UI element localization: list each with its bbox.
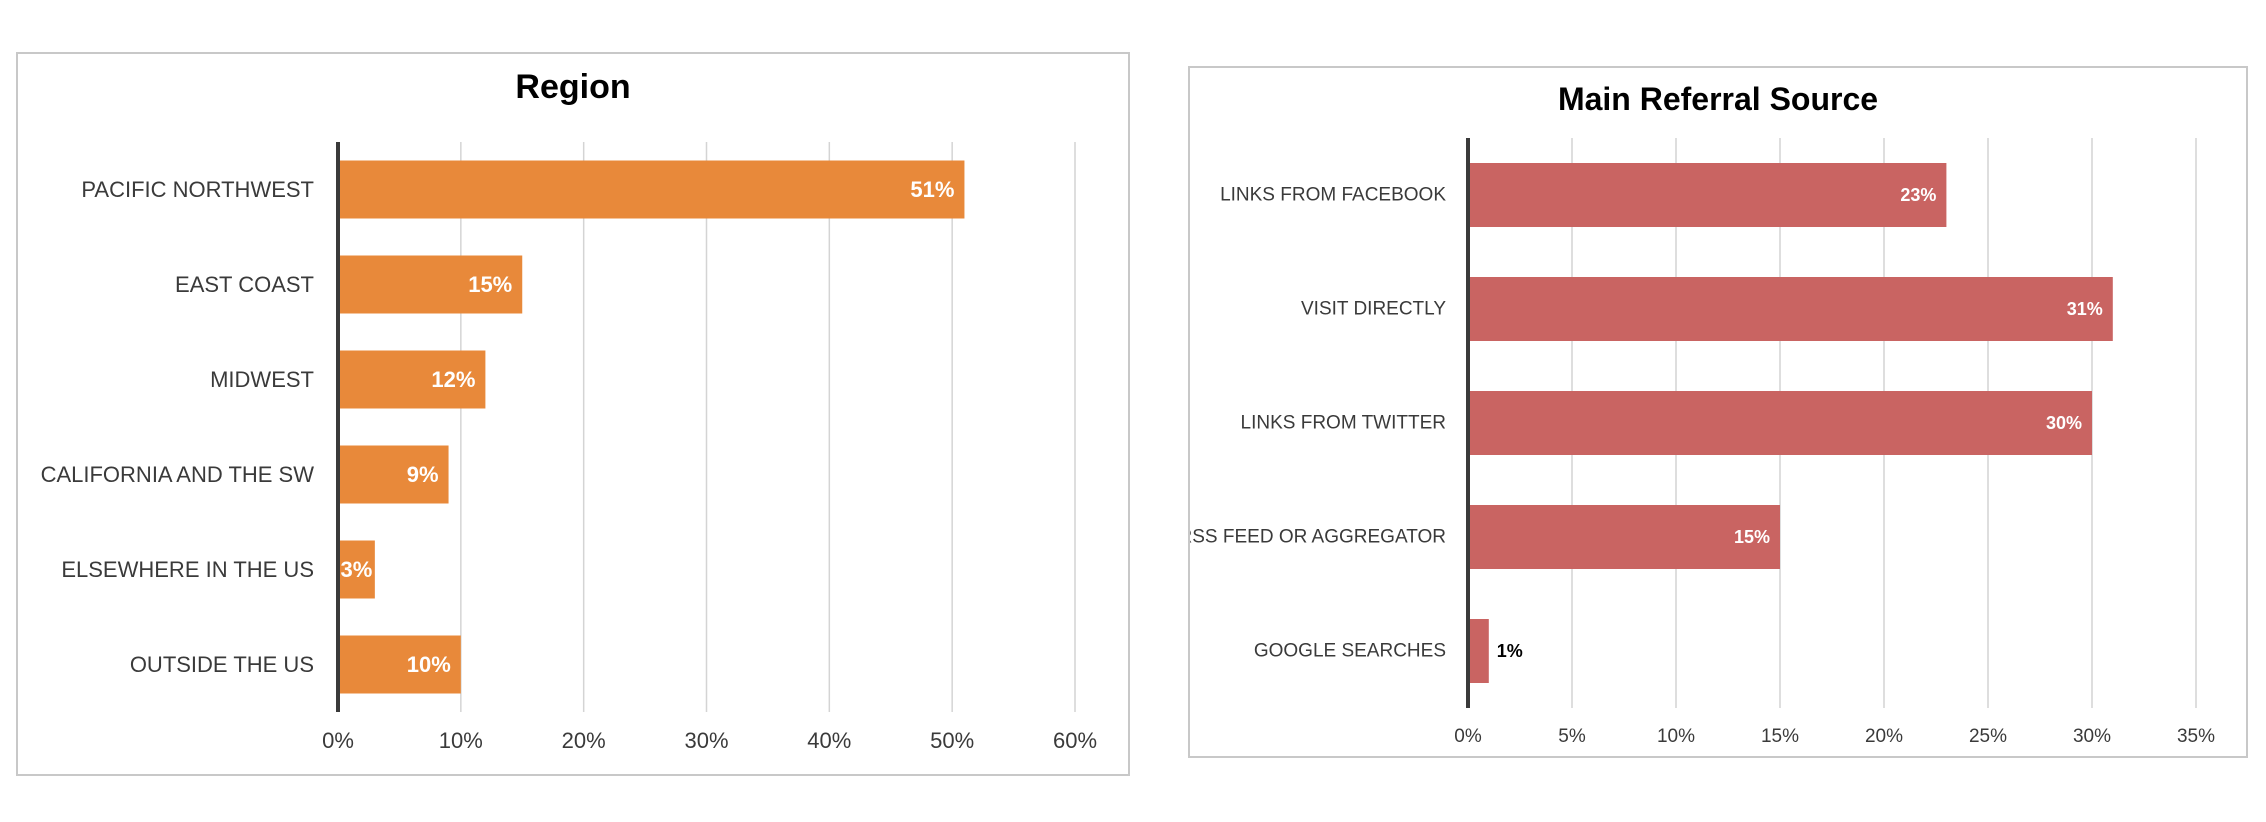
region-category-label-outside-the-us: OUTSIDE THE US: [130, 652, 314, 677]
region-x-tick-label: 0%: [322, 728, 354, 753]
referral-category-label-links-from-twitter: LINKS FROM TWITTER: [1241, 413, 1446, 434]
region-data-label-pacific-northwest: 51%: [910, 177, 954, 202]
referral-category-label-rss-feed-or-aggregator: RSS FEED OR AGGREGATOR: [1190, 527, 1446, 548]
region-data-label-midwest: 12%: [431, 367, 475, 392]
region-x-tick-label: 60%: [1053, 728, 1097, 753]
region-bar-california-and-the-sw: [338, 445, 449, 504]
region-bar-midwest: [338, 350, 486, 409]
region-x-tick-label: 40%: [807, 728, 851, 753]
referral-bar-rss-feed-or-aggregator: [1468, 505, 1780, 569]
referral-category-label-visit-directly: VISIT DIRECTLY: [1301, 299, 1446, 320]
referral-data-label-rss-feed-or-aggregator: 15%: [1734, 527, 1770, 547]
referral-chart-title: Main Referral Source: [1558, 81, 1878, 117]
region-chart-panel: Region 0% 10% 20% 30% 40% 50% 60% PACIFIC NORTHW…: [16, 52, 1130, 776]
referral-bar-google-searches: [1468, 619, 1489, 683]
region-x-tick-label: 30%: [684, 728, 728, 753]
referral-x-tick-label: 5%: [1558, 726, 1586, 747]
region-x-tick-label: 50%: [930, 728, 974, 753]
region-data-label-east-coast: 15%: [468, 272, 512, 297]
referral-x-tick-label: 15%: [1761, 726, 1799, 747]
region-data-label-california-and-the-sw: 9%: [407, 462, 439, 487]
referral-x-tick-label: 25%: [1969, 726, 2007, 747]
referral-bar-links-from-facebook: [1468, 163, 1947, 227]
region-chart-title: Region: [515, 68, 630, 106]
referral-x-tick-label: 35%: [2177, 726, 2215, 747]
referral-category-label-google-searches: GOOGLE SEARCHES: [1254, 641, 1446, 662]
referral-category-label-links-from-facebook: LINKS FROM FACEBOOK: [1220, 185, 1446, 206]
referral-data-label-google-searches: 1%: [1497, 641, 1523, 661]
region-bar-pacific-northwest: [338, 160, 965, 219]
region-category-label-pacific-northwest: PACIFIC NORTHWEST: [81, 177, 314, 202]
referral-x-tick-label: 10%: [1657, 726, 1695, 747]
region-chart: Region 0% 10% 20% 30% 40% 50% 60% PACIFIC NORTHW…: [41, 68, 1097, 753]
region-bar-outside-the-us: [338, 635, 461, 694]
region-x-tick-label: 20%: [562, 728, 606, 753]
referral-bar-visit-directly: [1468, 277, 2113, 341]
region-category-label-midwest: MIDWEST: [210, 367, 314, 392]
referral-x-tick-label: 20%: [1865, 726, 1903, 747]
referral-chart-panel: Main Referral Source 0% 5% 10% 15% 20% 25% 30% 3…: [1188, 66, 2248, 758]
referral-bar-links-from-twitter: [1468, 391, 2092, 455]
referral-x-tick-label: 30%: [2073, 726, 2111, 747]
referral-data-label-visit-directly: 31%: [2067, 299, 2103, 319]
region-x-tick-label: 10%: [439, 728, 483, 753]
region-category-label-elsewhere-in-the-us: ELSEWHERE IN THE US: [61, 557, 314, 582]
region-category-label-east-coast: EAST COAST: [175, 272, 314, 297]
region-data-label-outside-the-us: 10%: [407, 652, 451, 677]
referral-x-tick-label: 0%: [1454, 726, 1482, 747]
region-category-label-california-and-the-sw: CALIFORNIA AND THE SW: [41, 462, 315, 487]
region-bar-elsewhere-in-the-us: [338, 540, 375, 599]
referral-data-label-links-from-facebook: 23%: [1900, 185, 1936, 205]
referral-chart: Main Referral Source 0% 5% 10% 15% 20% 25% 30% 3…: [1190, 81, 2215, 747]
referral-data-label-links-from-twitter: 30%: [2046, 413, 2082, 433]
region-bar-east-coast: [338, 255, 523, 314]
region-data-label-elsewhere-in-the-us: 3%: [341, 557, 373, 582]
